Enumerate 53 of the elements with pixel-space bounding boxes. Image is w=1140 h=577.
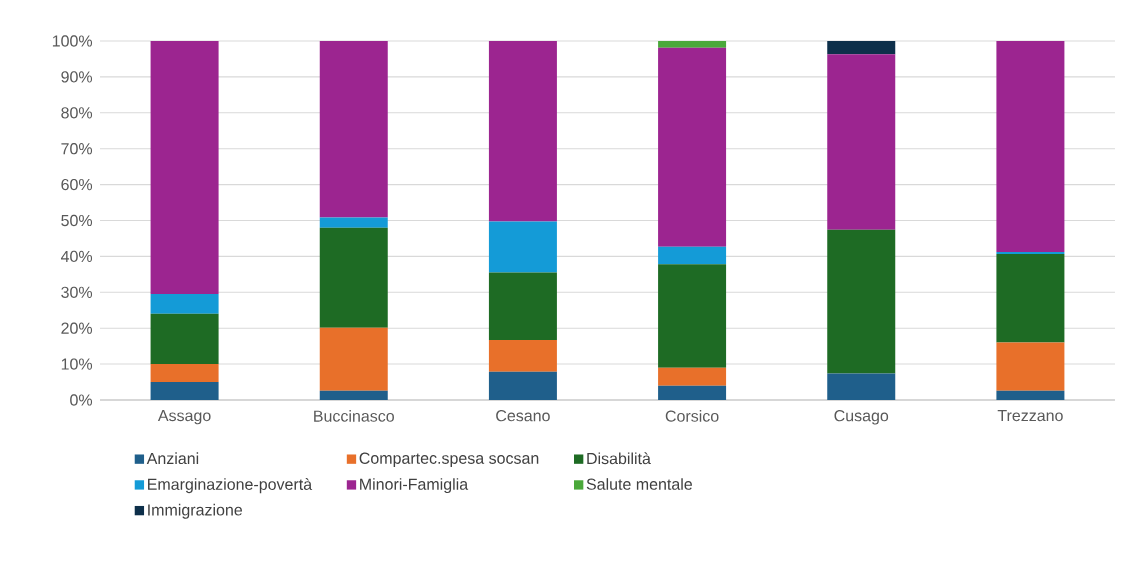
bar — [658, 246, 727, 265]
x-tick-label: Trezzano — [997, 410, 1063, 422]
bar — [658, 264, 727, 368]
x-tick-label: Assago — [157, 410, 211, 425]
y-tick-label: 100% — [52, 35, 93, 47]
bar — [319, 390, 388, 400]
y-tick-label: 80% — [61, 107, 93, 119]
bar — [827, 373, 896, 400]
y-tick-label: 60% — [61, 178, 93, 191]
legend-label: Salute mentale — [586, 478, 692, 490]
bar — [150, 364, 219, 383]
bar — [319, 217, 388, 228]
bar — [319, 40, 388, 218]
legend-label: Disabilità — [587, 452, 651, 465]
bar — [488, 40, 557, 222]
y-tick-label: 20% — [61, 322, 93, 334]
y-tick-label: 10% — [61, 358, 93, 370]
bar — [996, 390, 1065, 400]
bar — [319, 327, 388, 391]
y-tick-label: 90% — [61, 71, 93, 83]
bar — [658, 367, 727, 386]
bar — [488, 340, 557, 372]
bar — [150, 40, 219, 295]
bar — [488, 272, 557, 341]
legend-label: Anziani — [146, 452, 199, 465]
x-tick-label: Buccinasco — [314, 410, 394, 422]
bar — [658, 47, 727, 247]
bar — [488, 371, 557, 400]
y-tick-label: 50% — [61, 214, 93, 227]
bar — [827, 229, 896, 374]
bar — [488, 221, 557, 273]
legend-label: Compartec.spesa socsan — [359, 452, 539, 468]
bar — [827, 54, 896, 230]
legend-label: Immigrazione — [148, 503, 243, 519]
y-tick-label: 40% — [60, 250, 93, 263]
bar — [150, 382, 219, 400]
bar — [319, 227, 388, 328]
x-tick-label: Cesano — [496, 410, 550, 422]
bar — [996, 40, 1065, 253]
x-tick-label: Corsico — [665, 410, 719, 422]
bar — [658, 40, 727, 48]
y-tick-label: 70% — [61, 143, 93, 155]
bar — [827, 40, 896, 55]
bar — [658, 385, 727, 400]
x-tick-label: Cusago — [834, 410, 889, 425]
bar — [996, 342, 1065, 391]
y-tick-label: 30% — [61, 286, 93, 298]
bar — [996, 253, 1065, 343]
bar — [150, 294, 219, 314]
y-tick-label: 0% — [70, 394, 93, 406]
legend-label: Minori-Famiglia — [360, 478, 469, 494]
bar — [150, 313, 219, 365]
legend-label: Emarginazione-povertà — [148, 478, 313, 494]
